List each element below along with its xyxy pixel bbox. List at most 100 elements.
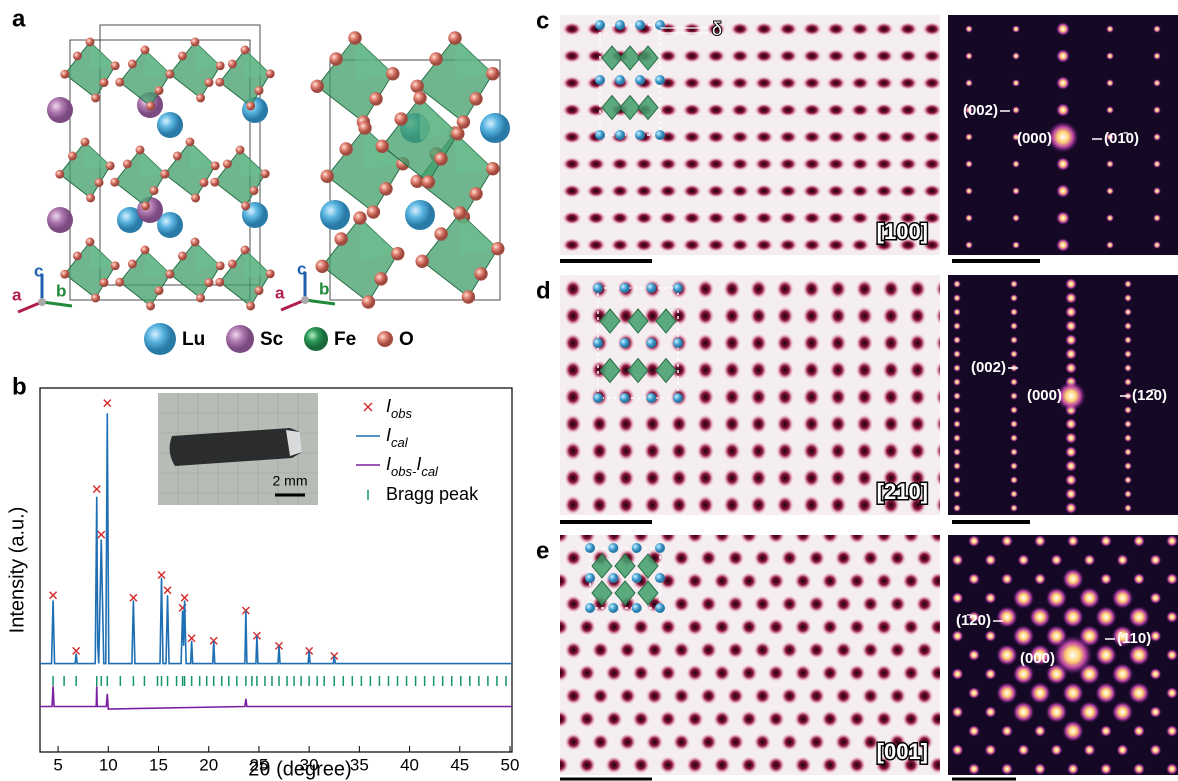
oxygen-atom bbox=[55, 170, 64, 179]
diffraction-spot bbox=[1117, 744, 1129, 756]
diffraction-spot bbox=[1056, 103, 1070, 117]
diffraction-spot bbox=[968, 725, 980, 737]
diffraction-spot bbox=[1150, 630, 1162, 642]
oxygen-atom bbox=[434, 227, 447, 240]
diffraction-spot bbox=[965, 79, 973, 87]
diffraction-spot bbox=[1053, 635, 1093, 675]
diffraction-spot bbox=[1046, 587, 1068, 609]
panel-label: b bbox=[12, 373, 27, 400]
diffraction-spot bbox=[1100, 573, 1112, 585]
diffraction-spot bbox=[1062, 568, 1084, 590]
diffraction-spot bbox=[1106, 106, 1114, 114]
diffraction-spot bbox=[968, 763, 980, 775]
oxygen-atom bbox=[191, 238, 200, 247]
diffraction-spot bbox=[1034, 535, 1046, 547]
oxygen-atom bbox=[367, 205, 380, 218]
diffraction-spot bbox=[1012, 214, 1020, 222]
legend-label: Ical bbox=[386, 425, 409, 450]
obs-marker bbox=[158, 572, 165, 579]
panel-label: a bbox=[12, 5, 26, 32]
diffraction-spot bbox=[1124, 350, 1132, 358]
diffraction-spot bbox=[1010, 420, 1018, 428]
atom bbox=[480, 113, 510, 143]
legend-label: Iobs-Ical bbox=[386, 454, 439, 479]
overlay-atom bbox=[615, 130, 625, 140]
diffraction-spot bbox=[953, 322, 961, 330]
diffraction-spot bbox=[1095, 606, 1117, 628]
diffraction-spot bbox=[985, 706, 997, 718]
diffraction-spot bbox=[1124, 476, 1132, 484]
oxygen-atom bbox=[150, 186, 159, 195]
diffraction-spot bbox=[952, 630, 964, 642]
oxygen-atom bbox=[348, 31, 361, 44]
diffraction-spot bbox=[1012, 0, 1020, 6]
overlay-atom bbox=[646, 283, 656, 293]
overlay-atom bbox=[655, 543, 665, 553]
diffraction-spot bbox=[1012, 25, 1020, 33]
diffraction-spot bbox=[1150, 592, 1162, 604]
oxygen-atom bbox=[394, 112, 407, 125]
diffraction-spot bbox=[1067, 535, 1079, 547]
diffraction-spot bbox=[1166, 573, 1178, 585]
oxygen-atom bbox=[111, 261, 120, 270]
oxygen-atom bbox=[196, 94, 205, 103]
diffraction-spot bbox=[953, 308, 961, 316]
oxygen-atom bbox=[165, 270, 174, 279]
oxygen-atom bbox=[320, 170, 333, 183]
diffraction-spot bbox=[1128, 644, 1150, 666]
overlay-atom bbox=[615, 20, 625, 30]
diffraction-spot bbox=[1124, 336, 1132, 344]
oxygen-atom bbox=[223, 160, 232, 169]
diffraction-spot bbox=[1034, 573, 1046, 585]
diffraction-spot bbox=[1117, 554, 1129, 566]
diffraction-spot bbox=[965, 187, 973, 195]
diffraction-spot bbox=[1124, 266, 1132, 274]
diffraction-spot bbox=[1056, 238, 1070, 252]
diffraction-spot bbox=[1065, 418, 1077, 430]
diffraction-spot bbox=[1062, 720, 1084, 742]
diffraction-spot bbox=[953, 462, 961, 470]
diffraction-spot bbox=[968, 535, 980, 547]
diffraction-spot bbox=[1106, 187, 1114, 195]
overlay-atom bbox=[615, 75, 625, 85]
obs-marker bbox=[181, 594, 188, 601]
diffraction-spot bbox=[1010, 294, 1018, 302]
diffraction-spot bbox=[985, 744, 997, 756]
diffraction-spot bbox=[1065, 292, 1077, 304]
diffraction-spot bbox=[1010, 322, 1018, 330]
diffraction-spot bbox=[1065, 474, 1077, 486]
axis-triad: cab bbox=[12, 261, 72, 312]
overlay-atom bbox=[673, 283, 683, 293]
overlay-atom bbox=[635, 20, 645, 30]
diffraction-spot bbox=[1124, 518, 1132, 526]
spot-label: (12̄0) bbox=[1132, 387, 1167, 404]
diffraction-spot bbox=[1095, 682, 1117, 704]
diffraction-spot bbox=[968, 649, 980, 661]
diffraction-spot bbox=[1010, 266, 1018, 274]
oxygen-atom bbox=[123, 160, 132, 169]
diffraction-spot bbox=[952, 592, 964, 604]
diffraction-spot bbox=[953, 392, 961, 400]
oxygen-atom bbox=[216, 61, 225, 70]
oxygen-atom bbox=[146, 302, 155, 311]
diffraction-spot bbox=[1106, 79, 1114, 87]
oxygen-atom bbox=[91, 94, 100, 103]
diffraction-spot bbox=[1124, 378, 1132, 386]
diffraction-spot bbox=[1010, 280, 1018, 288]
diffraction-spot bbox=[996, 682, 1018, 704]
spot-label: (000) bbox=[1027, 387, 1062, 404]
overlay-atom bbox=[593, 338, 603, 348]
oxygen-atom bbox=[205, 78, 214, 87]
overlay-atom bbox=[595, 75, 605, 85]
axis-origin bbox=[38, 298, 46, 306]
oxygen-atom bbox=[353, 211, 366, 224]
panel-label: e bbox=[536, 537, 549, 564]
diffraction-spot bbox=[1065, 516, 1077, 528]
legend-atom-label: O bbox=[399, 329, 414, 350]
diffraction-spot bbox=[952, 554, 964, 566]
atom bbox=[405, 200, 435, 230]
oxygen-atom bbox=[241, 246, 250, 255]
axis-label: a bbox=[12, 285, 22, 304]
overlay-atom bbox=[632, 603, 642, 613]
diffraction-spot bbox=[985, 592, 997, 604]
